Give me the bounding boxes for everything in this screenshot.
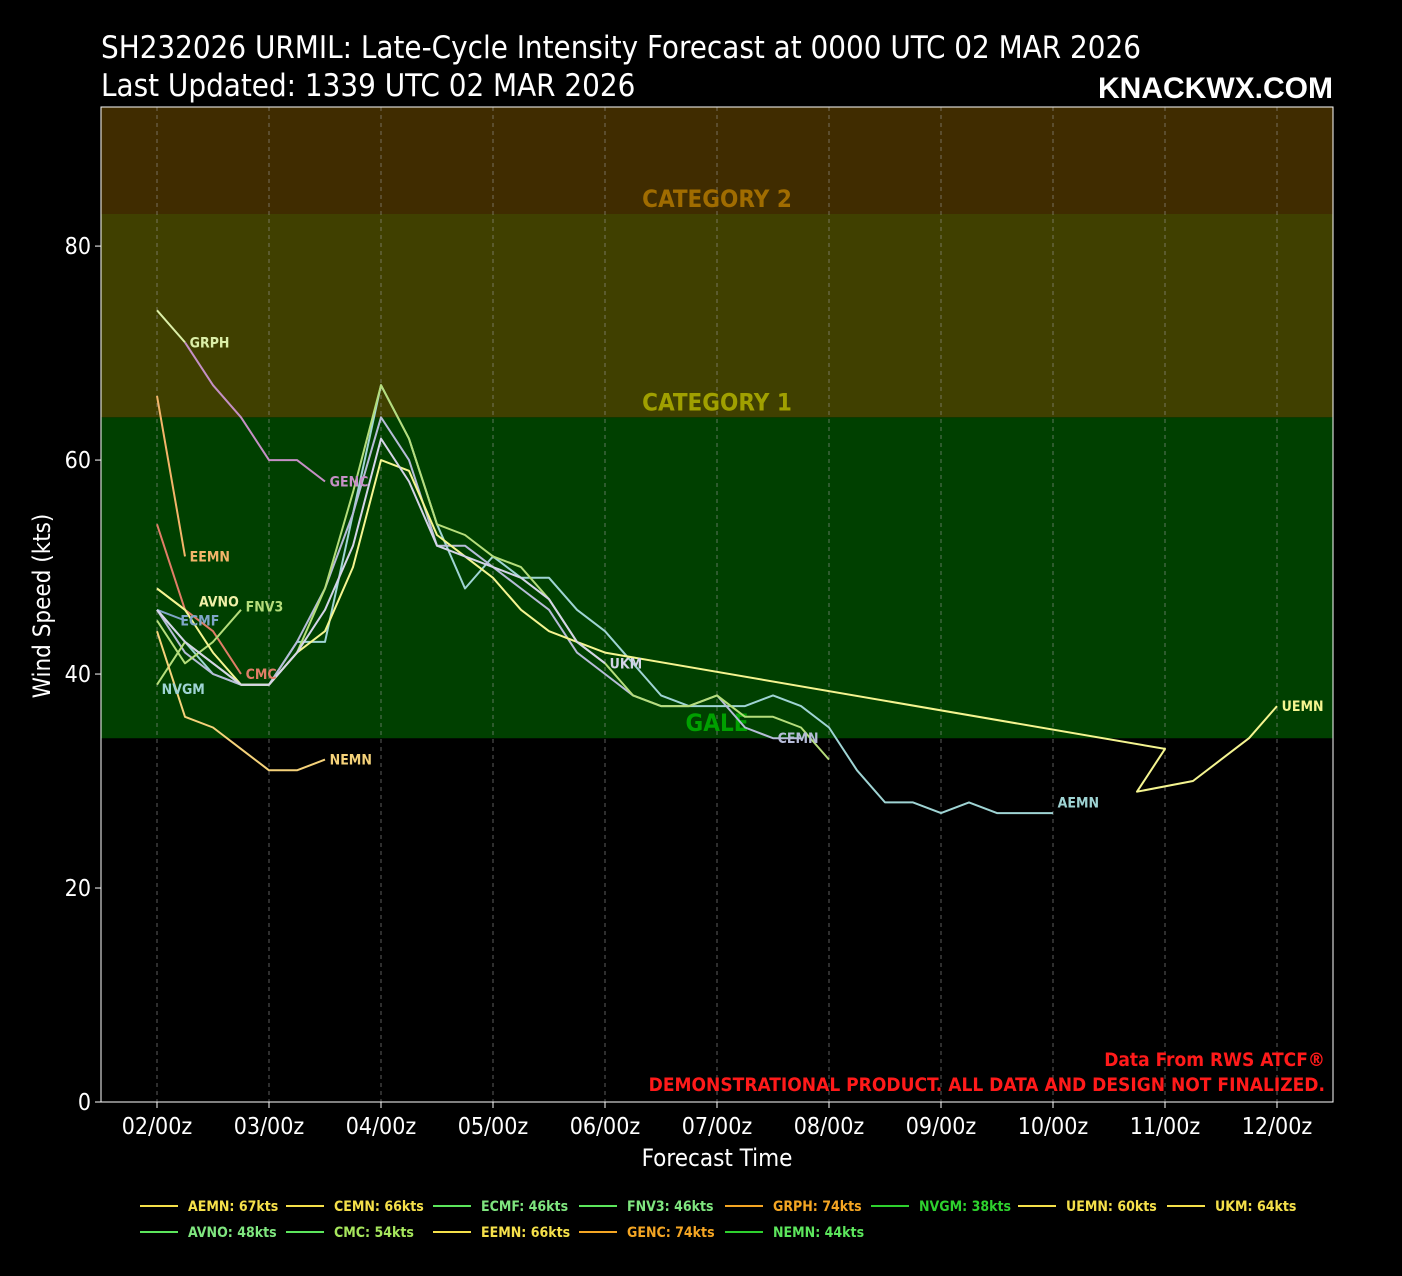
series-label-aemn: AEMN — [1058, 795, 1099, 811]
x-tick-label: 07/00z — [682, 1114, 752, 1140]
brand-logo-text: KNACKWX.COM — [1098, 72, 1333, 105]
y-tick-label: 80 — [65, 234, 91, 260]
series-label-cemn: CEMN — [778, 731, 819, 747]
series-line-nemn — [156, 630, 326, 772]
series-line-ukm — [156, 437, 606, 686]
x-tick-label: 11/00z — [1130, 1114, 1200, 1140]
series-label-nvgm: NVGM — [162, 682, 205, 698]
y-axis-label: Wind Speed (kts) — [28, 514, 56, 699]
x-tick-label: 04/00z — [346, 1114, 416, 1140]
series-label-grph: GRPH — [190, 335, 230, 351]
band-gale — [101, 417, 1333, 739]
legend-entry: AVNO: 48kts — [188, 1225, 277, 1241]
x-tick-label: 05/00z — [458, 1114, 528, 1140]
legend-entry: AEMN: 67kts — [188, 1199, 278, 1215]
y-tick-label: 40 — [65, 662, 91, 688]
series-label-uemn: UEMN — [1282, 699, 1324, 715]
chart-title: SH232026 URMIL: Late-Cycle Intensity For… — [101, 30, 1141, 66]
x-tick-label: 08/00z — [794, 1114, 864, 1140]
legend-entry: GRPH: 74kts — [773, 1199, 862, 1215]
series-label-ecmf: ECMF — [180, 614, 219, 630]
series-label-ukm: UKM — [610, 656, 643, 672]
y-tick-label: 60 — [65, 448, 91, 474]
x-axis-label: Forecast Time — [642, 1144, 793, 1172]
x-tick-label: 02/00z — [122, 1114, 192, 1140]
disclaimer-note: DEMONSTRATIONAL PRODUCT. ALL DATA AND DE… — [649, 1074, 1325, 1096]
series-line-eemn — [156, 395, 186, 557]
legend: AEMN: 67kts CEMN: 66kts ECMF: 46kts FNV3: 4… — [140, 1199, 1296, 1241]
x-tick-label: 09/00z — [906, 1114, 976, 1140]
legend-entry: UKM: 64kts — [1215, 1199, 1296, 1215]
legend-entry: NEMN: 44kts — [773, 1225, 864, 1241]
series-label-fnv3: FNV3 — [246, 600, 284, 616]
plot-area: GALE CATEGORY 1 CATEGORY 2 GRPH GENC EEMN AVNO… — [65, 106, 1334, 1140]
series-line-ecmf — [156, 608, 186, 622]
band-label-1: CATEGORY 1 — [642, 388, 792, 416]
series-label-genc: GENC — [330, 474, 369, 490]
series-label-cmc: CMC — [246, 667, 277, 683]
chart-subtitle: Last Updated: 1339 UTC 02 MAR 2026 — [101, 68, 635, 104]
series-label-nemn: NEMN — [330, 753, 372, 769]
legend-entry: EEMN: 66kts — [481, 1225, 570, 1241]
y-tick-label: 0 — [78, 1090, 91, 1116]
legend-entry: NVGM: 38kts — [919, 1199, 1011, 1215]
series-line-cmc — [156, 523, 242, 675]
series-label-eemn: EEMN — [190, 549, 230, 565]
x-tick-label: 10/00z — [1018, 1114, 1088, 1140]
series-line-aemn — [156, 384, 1053, 815]
series-line-genc — [184, 341, 326, 483]
band-label-0: GALE — [686, 709, 749, 737]
legend-entry: ECMF: 46kts — [481, 1199, 568, 1215]
legend-entry: CMC: 54kts — [334, 1225, 414, 1241]
x-tick-label: 12/00z — [1242, 1114, 1312, 1140]
legend-entry: FNV3: 46kts — [627, 1199, 714, 1215]
x-tick-label: 03/00z — [234, 1114, 304, 1140]
band-label-2: CATEGORY 2 — [642, 185, 792, 213]
series-line-grph — [156, 309, 186, 344]
series-label-avno: AVNO — [199, 594, 239, 610]
y-tick-label: 20 — [65, 876, 91, 902]
data-source-note: Data From RWS ATCF® — [1104, 1049, 1325, 1071]
legend-entry: CEMN: 66kts — [334, 1199, 424, 1215]
x-tick-label: 06/00z — [570, 1114, 640, 1140]
legend-entry: GENC: 74kts — [627, 1225, 715, 1241]
legend-entry: UEMN: 60kts — [1066, 1199, 1157, 1215]
